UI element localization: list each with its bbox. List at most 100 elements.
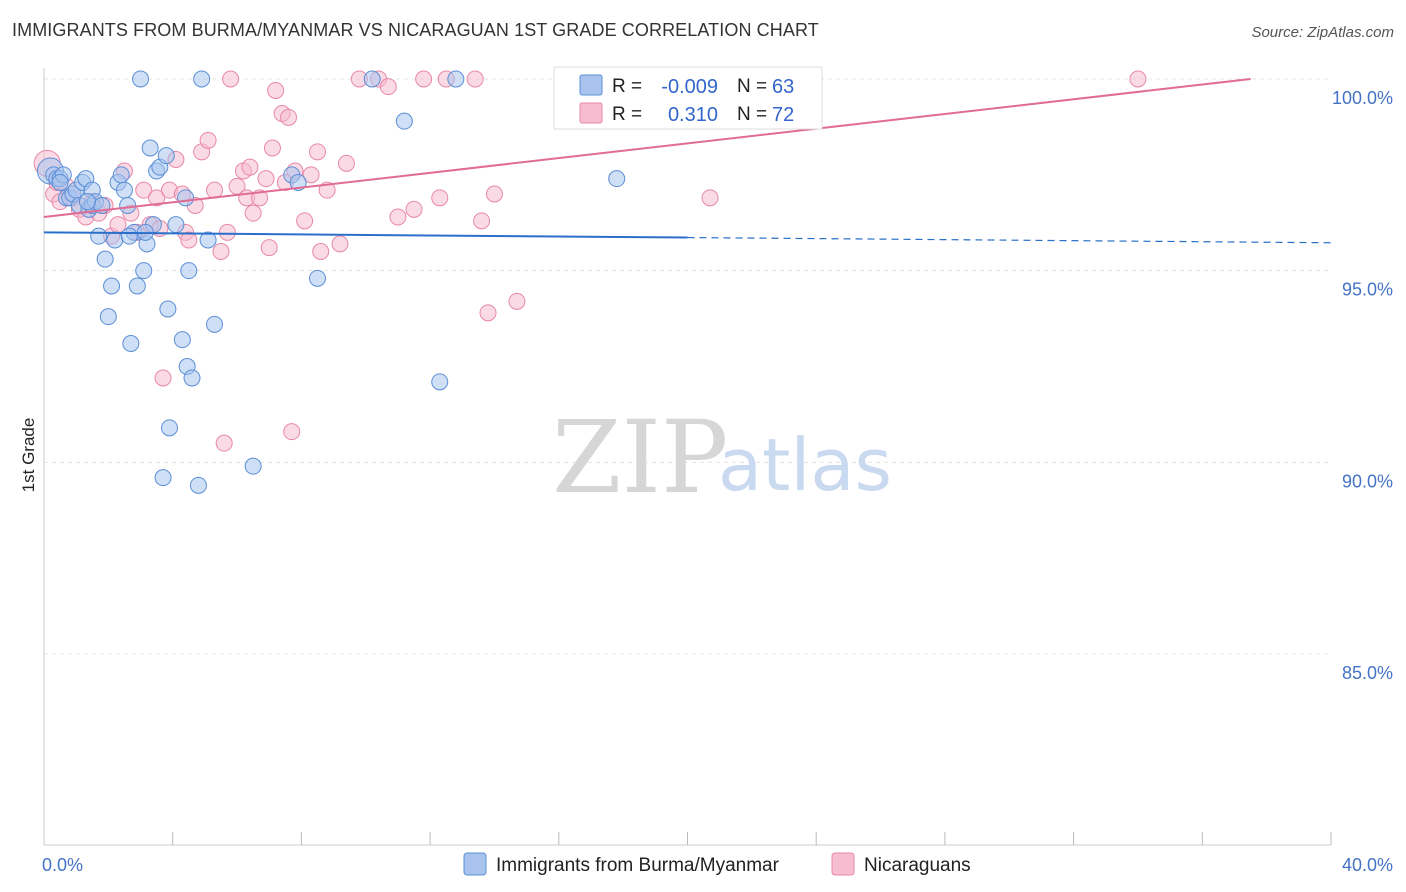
nicaraguans-point-50 bbox=[308, 143, 326, 161]
burma-trend-line bbox=[43, 231, 688, 239]
tick-labels: 100.0% 95.0% 90.0% 85.0% 0.0% 40.0% bbox=[42, 88, 1393, 875]
chart-title: IMMIGRANTS FROM BURMA/MYANMAR VS NICARAG… bbox=[12, 20, 819, 40]
burma-point-20 bbox=[103, 277, 121, 295]
nicaraguans-point-53 bbox=[331, 235, 349, 253]
burma-point-30 bbox=[135, 262, 153, 280]
nicaraguans-point-31 bbox=[218, 223, 236, 241]
trend-lines bbox=[43, 78, 1332, 244]
burma-point-37 bbox=[157, 147, 175, 165]
x-tick-label-1: 40.0% bbox=[1342, 855, 1393, 875]
nicaraguans-point-16 bbox=[135, 181, 153, 199]
nicaraguans-point-61 bbox=[431, 189, 449, 207]
burma-point-40 bbox=[167, 216, 185, 234]
nicaraguans-point-29 bbox=[212, 243, 230, 260]
burma-point-24 bbox=[115, 181, 133, 199]
nicaraguans-point-45 bbox=[280, 108, 298, 126]
nicaraguans-point-63 bbox=[466, 70, 484, 88]
burma-point-42 bbox=[177, 189, 195, 207]
burma-point-39 bbox=[160, 419, 178, 437]
watermark-zip: ZIP bbox=[552, 399, 728, 516]
burma-point-50 bbox=[244, 457, 262, 475]
nicaraguans-point-27 bbox=[199, 131, 217, 149]
y-tick-label-0: 100.0% bbox=[1332, 88, 1393, 108]
source-credit: Source: ZipAtlas.com bbox=[1251, 24, 1394, 41]
nicaraguans-point-38 bbox=[251, 189, 269, 207]
burma-point-61 bbox=[120, 227, 138, 245]
burma-point-29 bbox=[132, 70, 150, 88]
burma-point-58 bbox=[608, 170, 626, 188]
bottom-legend: Immigrants from Burma/Myanmar Nicaraguan… bbox=[463, 852, 971, 876]
nicaraguans-point-37 bbox=[244, 204, 262, 222]
burma-point-59 bbox=[51, 174, 69, 191]
burma-point-55 bbox=[395, 112, 413, 130]
nicaraguans-point-42 bbox=[267, 82, 285, 99]
nicaraguans-point-49 bbox=[302, 166, 320, 184]
nicaraguans-point-52 bbox=[318, 181, 336, 199]
burma-point-36 bbox=[154, 469, 172, 487]
burma-point-21 bbox=[106, 231, 124, 249]
nicaraguans-point-19 bbox=[154, 369, 172, 387]
stats-legend: R = -0.009 N = 63 R = 0.310 N = 72 bbox=[553, 66, 823, 130]
burma-point-53 bbox=[308, 269, 326, 287]
nicaraguans-point-59 bbox=[405, 200, 423, 218]
burma-point-48 bbox=[199, 231, 217, 249]
burma-point-46 bbox=[189, 476, 207, 494]
y-tick-label-3: 85.0% bbox=[1342, 663, 1393, 683]
burma-point-41 bbox=[173, 331, 191, 349]
y-tick-label-1: 95.0% bbox=[1342, 280, 1393, 300]
burma-trend-extension bbox=[687, 236, 1332, 244]
nicaraguans-point-70 bbox=[1129, 70, 1147, 88]
nicaraguans-point-58 bbox=[389, 208, 407, 226]
burma-point-18 bbox=[96, 250, 114, 268]
stat-r-label-blue: R = bbox=[612, 76, 642, 97]
legend-swatch-burma bbox=[463, 852, 487, 876]
burma-point-25 bbox=[119, 197, 137, 214]
blue-swatch bbox=[579, 74, 603, 96]
nicaraguans-point-46 bbox=[283, 423, 301, 441]
stat-r-label-pink: R = bbox=[612, 104, 642, 125]
nicaraguans-point-39 bbox=[257, 170, 275, 188]
nicaraguans-point-54 bbox=[337, 154, 355, 172]
legend-swatch-nicaraguans bbox=[831, 852, 855, 876]
burma-point-54 bbox=[363, 70, 381, 88]
legend-label-nicaraguans: Nicaraguans bbox=[864, 855, 971, 876]
burma-point-57 bbox=[447, 70, 465, 88]
nicaraguans-point-68 bbox=[701, 189, 719, 207]
stat-r-value-pink: 0.310 bbox=[668, 104, 718, 126]
nicaraguans-point-66 bbox=[485, 185, 503, 203]
nicaraguans-trend-line bbox=[43, 78, 1251, 218]
burma-points bbox=[36, 70, 626, 494]
nicaraguans-point-28 bbox=[206, 181, 224, 199]
burma-point-26 bbox=[122, 335, 140, 352]
nicaraguans-point-24 bbox=[180, 231, 198, 249]
burma-point-56 bbox=[431, 373, 449, 391]
nicaraguans-point-36 bbox=[241, 158, 259, 176]
watermark: ZIP atlas bbox=[552, 399, 892, 516]
burma-point-49 bbox=[206, 315, 224, 333]
nicaraguans-point-18 bbox=[148, 189, 166, 207]
burma-point-47 bbox=[193, 70, 211, 88]
nicaraguans-point-67 bbox=[508, 292, 526, 310]
stat-n-label-blue: N = bbox=[737, 76, 767, 97]
nicaraguans-point-65 bbox=[479, 304, 497, 322]
watermark-atlas: atlas bbox=[718, 423, 892, 507]
burma-point-23 bbox=[112, 166, 130, 184]
burma-point-16 bbox=[90, 227, 108, 245]
nicaraguans-point-64 bbox=[473, 212, 491, 230]
stat-n-value-blue: 63 bbox=[772, 76, 794, 98]
nicaraguans-point-57 bbox=[379, 78, 397, 96]
nicaraguans-point-40 bbox=[260, 239, 278, 257]
burma-point-44 bbox=[180, 262, 198, 280]
stat-n-label-pink: N = bbox=[737, 104, 767, 125]
burma-point-28 bbox=[128, 277, 146, 295]
nicaraguans-point-41 bbox=[263, 139, 281, 157]
burma-point-38 bbox=[159, 300, 177, 318]
y-axis-label: 1st Grade bbox=[19, 418, 38, 493]
nicaraguans-point-48 bbox=[296, 212, 314, 230]
burma-point-19 bbox=[99, 308, 117, 326]
burma-point-60 bbox=[78, 193, 96, 211]
y-tick-label-2: 90.0% bbox=[1342, 471, 1393, 491]
stat-n-value-pink: 72 bbox=[772, 104, 794, 126]
nicaraguans-point-60 bbox=[415, 70, 433, 88]
